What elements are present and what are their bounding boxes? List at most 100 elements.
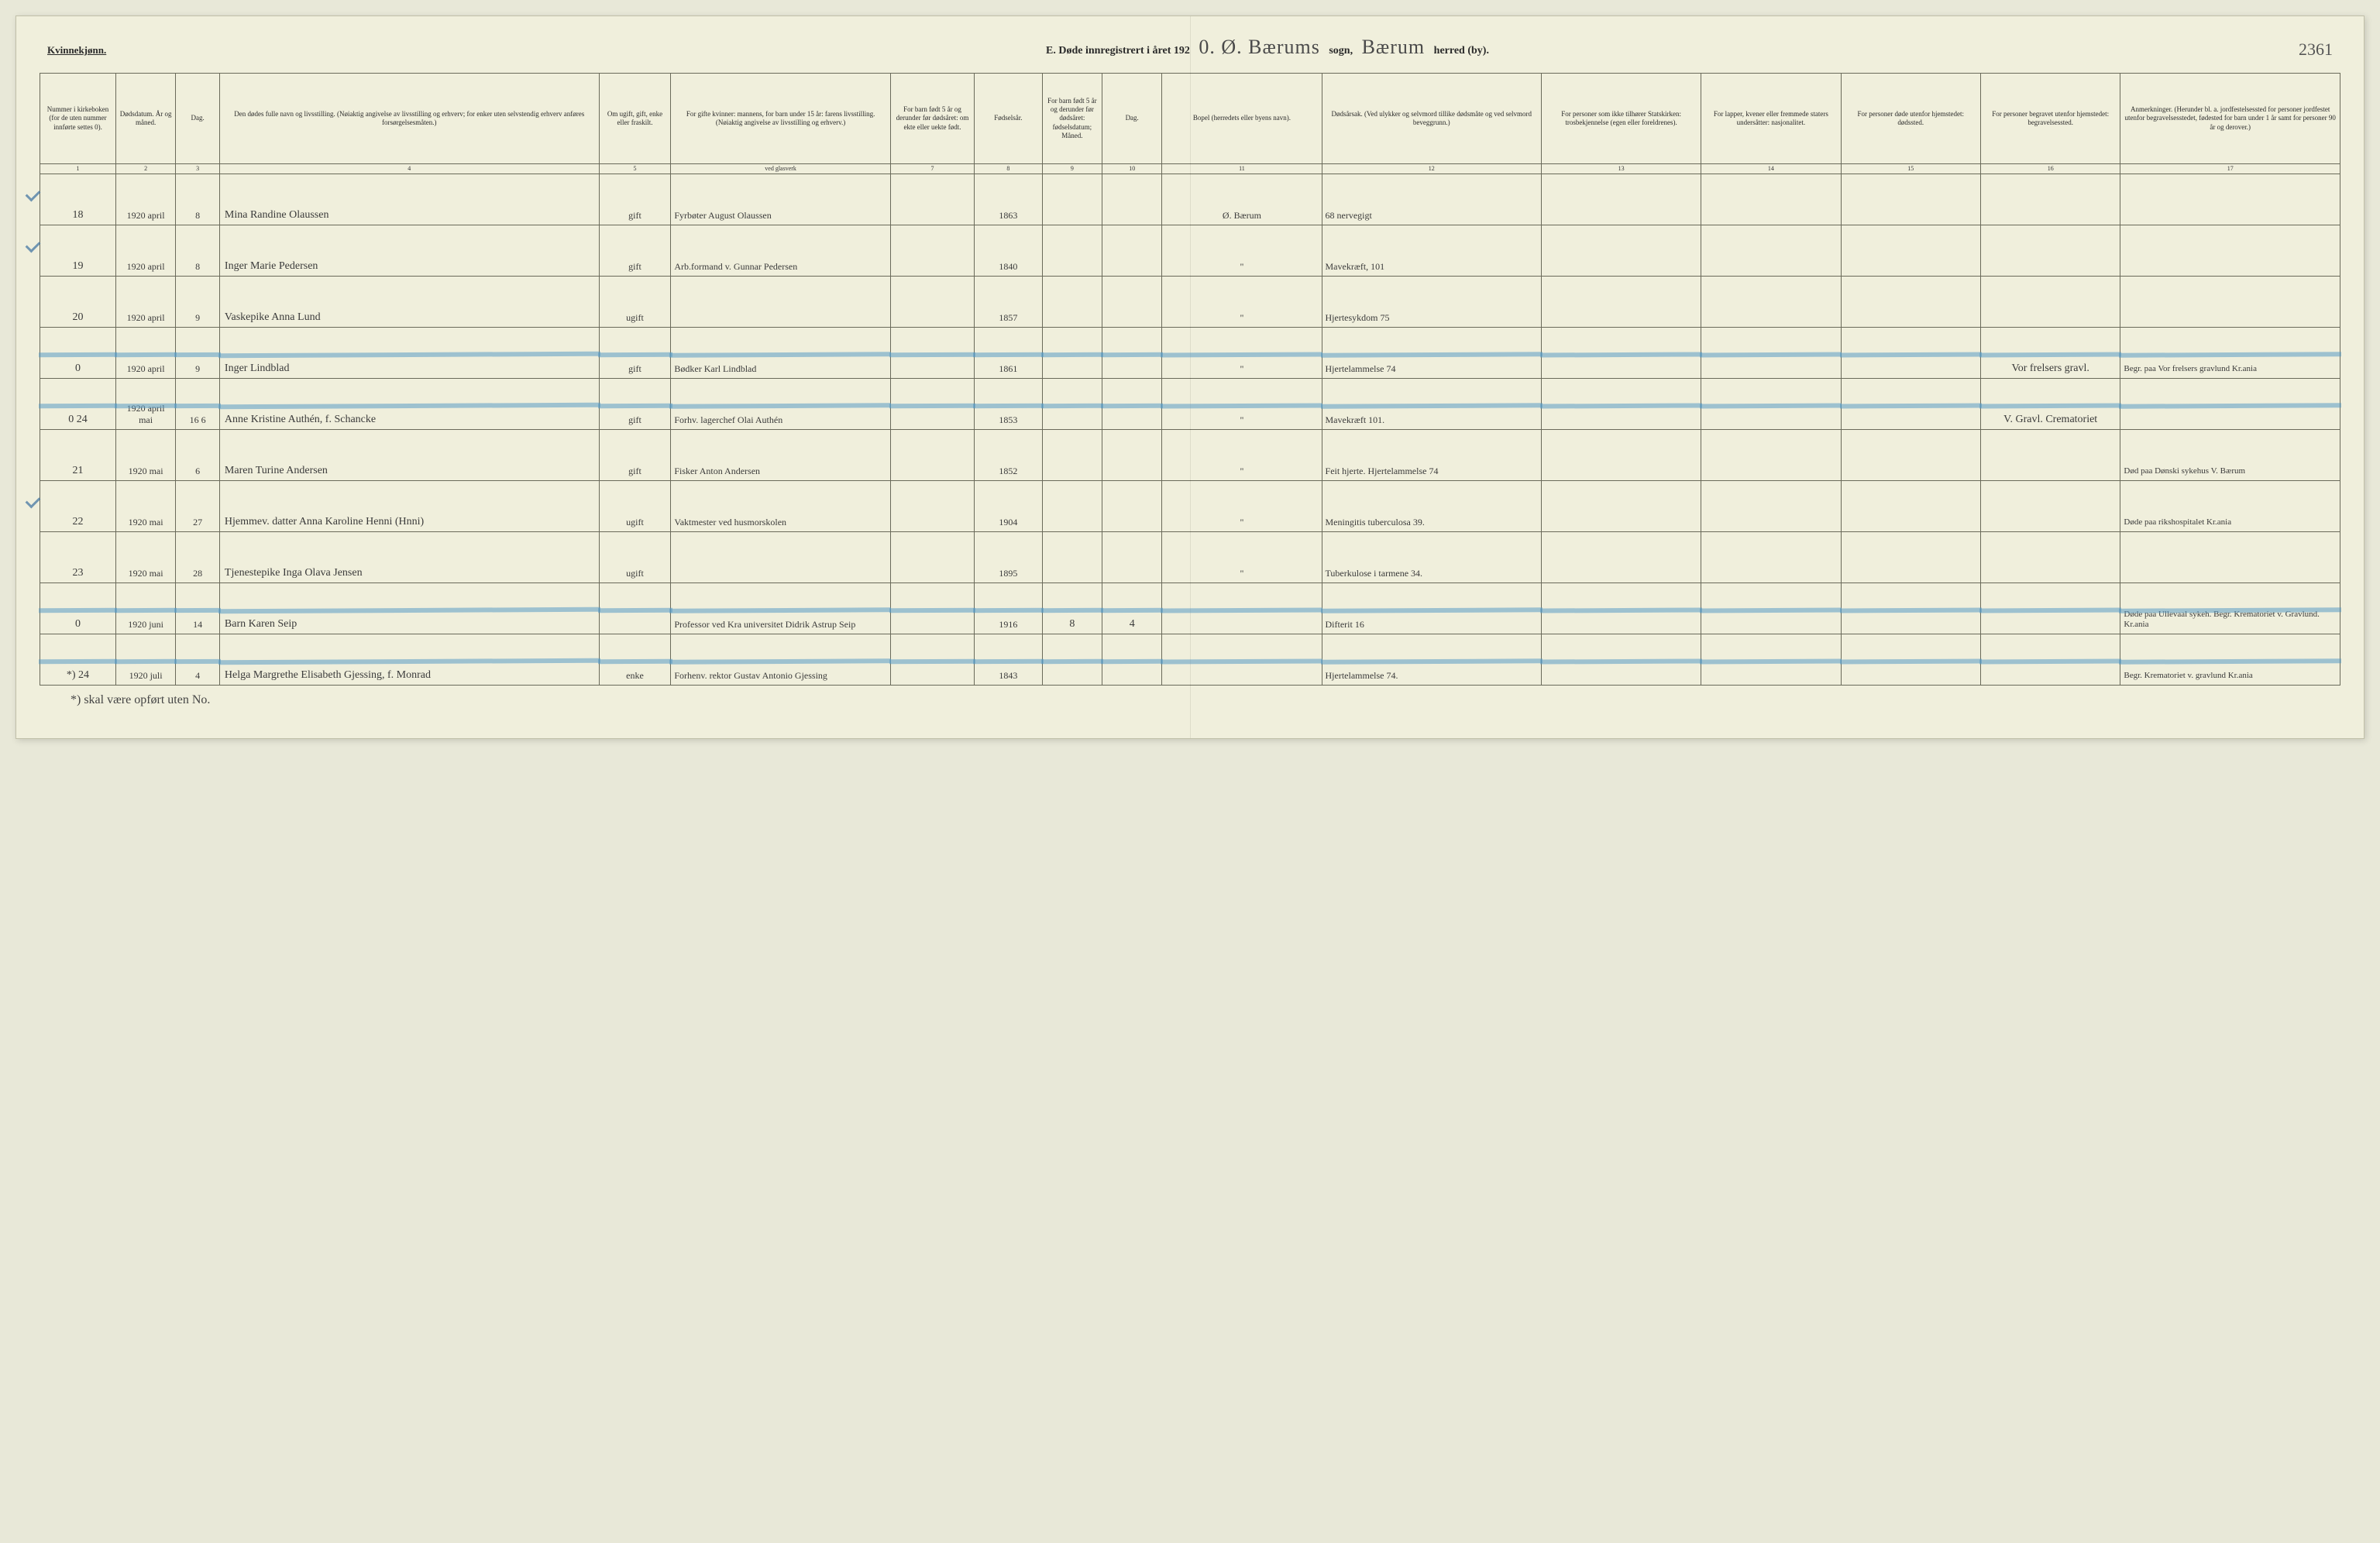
cell-ekte xyxy=(890,634,974,686)
cell-bd xyxy=(1102,328,1162,379)
cell-ym: 1920 mai xyxy=(115,532,175,583)
cell-col13 xyxy=(1542,430,1701,481)
cell-bm xyxy=(1042,430,1102,481)
column-header: For personer begravet utenfor hjemstedet… xyxy=(1980,74,2120,164)
cell-spouse: Professor ved Kra universitet Didrik Ast… xyxy=(671,583,890,634)
cell-ym: 1920 april xyxy=(115,174,175,225)
cell-spouse: Bødker Karl Lindblad xyxy=(671,328,890,379)
column-header: Den dødes fulle navn og livsstilling. (N… xyxy=(219,74,599,164)
column-numbers: 12345ved glasverk7891011121314151617 xyxy=(40,164,2340,174)
cell-ym: 1920 mai xyxy=(115,430,175,481)
column-number: 12 xyxy=(1322,164,1541,174)
cell-birth: 1840 xyxy=(975,225,1043,277)
column-header: Anmerkninger. (Herunder bl. a. jordfeste… xyxy=(2120,74,2340,164)
cell-day: 16 6 xyxy=(176,379,220,430)
cell-ym: 1920 mai xyxy=(115,481,175,532)
cell-status: ugift xyxy=(599,532,671,583)
column-header: For barn født 5 år og der­under før døds… xyxy=(1042,74,1102,164)
cell-day: 6 xyxy=(176,430,220,481)
cell-bd xyxy=(1102,174,1162,225)
cell-spouse: Fyrbøter August Olaussen xyxy=(671,174,890,225)
herred-label: herred (by). xyxy=(1434,45,1489,57)
cell-col13 xyxy=(1542,481,1701,532)
cell-col13 xyxy=(1542,583,1701,634)
cell-status: ugift xyxy=(599,277,671,328)
cell-ekte xyxy=(890,174,974,225)
cell-bopel: " xyxy=(1162,225,1322,277)
cell-col14 xyxy=(1701,532,1841,583)
page-header: Kvinnekjønn. E. Døde innregistrert i åre… xyxy=(40,36,2340,59)
cell-bopel: " xyxy=(1162,277,1322,328)
cell-bm xyxy=(1042,379,1102,430)
cell-status: gift xyxy=(599,225,671,277)
table-row: 231920 mai28Tjenestepike Inga Olava Jens… xyxy=(40,532,2340,583)
cell-spouse: Forhv. lagerchef Olai Authén xyxy=(671,379,890,430)
cell-col13 xyxy=(1542,634,1701,686)
cell-bm xyxy=(1042,634,1102,686)
cell-ekte xyxy=(890,532,974,583)
cell-cause: Mavekræft 101. xyxy=(1322,379,1541,430)
cell-ekte xyxy=(890,430,974,481)
cell-name: Anne Kristine Authén, f. Schancke xyxy=(219,379,599,430)
cell-col16 xyxy=(1980,583,2120,634)
cell-remarks xyxy=(2120,277,2340,328)
column-number: 5 xyxy=(599,164,671,174)
cell-name: Barn Karen Seip xyxy=(219,583,599,634)
cell-col13 xyxy=(1542,225,1701,277)
cell-name: Helga Margrethe Elisabeth Gjessing, f. M… xyxy=(219,634,599,686)
cell-col14 xyxy=(1701,583,1841,634)
cell-num: 0 xyxy=(40,328,116,379)
cell-cause: Tuberkulose i tarmene 34. xyxy=(1322,532,1541,583)
cell-name: Inger Lindblad xyxy=(219,328,599,379)
column-header: Dødsårsak. (Ved ulykker og selv­mord til… xyxy=(1322,74,1541,164)
cell-bm xyxy=(1042,277,1102,328)
cell-remarks: Døde paa Ullevaal sykeh. Begr. Krematori… xyxy=(2120,583,2340,634)
column-header: For lapper, kvener eller fremmede stater… xyxy=(1701,74,1841,164)
cell-col15 xyxy=(1841,277,1980,328)
cell-spouse: Vaktmester ved husmor­skolen xyxy=(671,481,890,532)
cell-col13 xyxy=(1542,277,1701,328)
cell-name: Inger Marie Pedersen xyxy=(219,225,599,277)
cell-ekte xyxy=(890,277,974,328)
cell-bd xyxy=(1102,481,1162,532)
cell-ym: 1920 april xyxy=(115,277,175,328)
column-header: Bopel (herredets eller byens navn). xyxy=(1162,74,1322,164)
column-number: 2 xyxy=(115,164,175,174)
cell-status: ugift xyxy=(599,481,671,532)
column-number: 11 xyxy=(1162,164,1322,174)
cell-col14 xyxy=(1701,328,1841,379)
sogn-label: sogn, xyxy=(1329,45,1353,57)
column-number: 3 xyxy=(176,164,220,174)
cell-num: 23 xyxy=(40,532,116,583)
cell-bm xyxy=(1042,532,1102,583)
cell-col15 xyxy=(1841,532,1980,583)
cell-ym: 1920 april xyxy=(115,328,175,379)
cell-remarks xyxy=(2120,379,2340,430)
cell-cause: Hjertelammelse 74. xyxy=(1322,634,1541,686)
herred-script: Bærum xyxy=(1356,36,1432,59)
cell-num: 19 xyxy=(40,225,116,277)
cell-col16 xyxy=(1980,174,2120,225)
column-header: Dødsdatum. År og måned. xyxy=(115,74,175,164)
column-number: 1 xyxy=(40,164,116,174)
cell-num: 20 xyxy=(40,277,116,328)
cell-num: 21 xyxy=(40,430,116,481)
cell-col14 xyxy=(1701,225,1841,277)
cell-birth: 1843 xyxy=(975,634,1043,686)
table-row: 191920 april8Inger Marie PedersengiftArb… xyxy=(40,225,2340,277)
cell-ekte xyxy=(890,225,974,277)
cell-day: 8 xyxy=(176,174,220,225)
cell-name: Vaskepike Anna Lund xyxy=(219,277,599,328)
footnote-text: *) skal være opført uten No. xyxy=(71,693,210,706)
cell-name: Hjemmev. datter Anna Karoline Henni (Hnn… xyxy=(219,481,599,532)
cell-bm: 8 xyxy=(1042,583,1102,634)
ledger-body: 181920 april8Mina Randine OlaussengiftFy… xyxy=(40,174,2340,686)
cell-col13 xyxy=(1542,174,1701,225)
cell-col15 xyxy=(1841,225,1980,277)
cell-bd xyxy=(1102,225,1162,277)
cell-status: gift xyxy=(599,430,671,481)
cell-birth: 1852 xyxy=(975,430,1043,481)
page-number: 2361 xyxy=(2299,40,2333,60)
cell-bd xyxy=(1102,634,1162,686)
cell-bd xyxy=(1102,430,1162,481)
